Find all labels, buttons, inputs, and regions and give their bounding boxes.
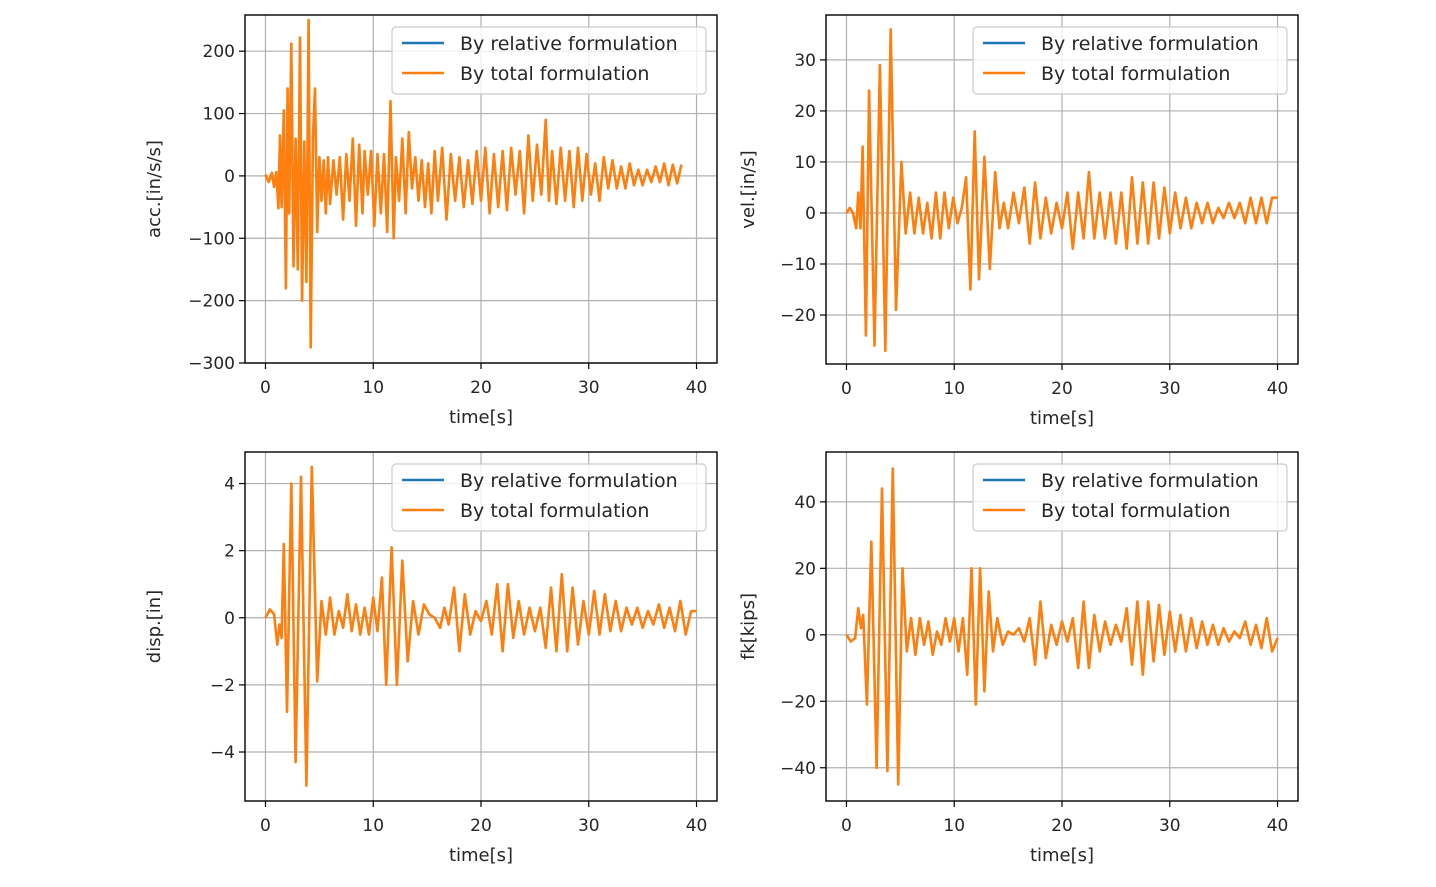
subplot-acc: 0 10 20 30 40 −300 −200 −100 0 100 200 time[s] acc.[…	[144, 14, 718, 428]
y-tick-label: 0	[805, 204, 816, 224]
legend-label: By total formulation	[1041, 63, 1230, 85]
legend-box	[972, 463, 1288, 532]
y-tick-label: 4	[224, 475, 235, 495]
legend-label: By total formulation	[460, 500, 649, 522]
legend-box	[972, 26, 1288, 95]
legend: By relative formulation By total formulat…	[391, 463, 707, 532]
legend-label: By relative formulation	[1041, 33, 1259, 55]
x-axis-label: time[s]	[449, 845, 513, 866]
x-tick-label: 10	[362, 816, 384, 836]
x-axis-label: time[s]	[1030, 845, 1094, 866]
y-tick-label: 0	[224, 167, 235, 187]
legend: By relative formulation By total formulat…	[391, 26, 707, 95]
x-tick-label: 10	[362, 378, 384, 398]
y-tick-label: −100	[188, 229, 235, 249]
series-group-vel	[845, 27, 1278, 353]
x-axis-label: time[s]	[1030, 408, 1094, 429]
legend: By relative formulation By total formulat…	[972, 26, 1288, 95]
legend-label: By relative formulation	[460, 33, 678, 55]
y-tick-label: 2	[224, 542, 235, 562]
y-tick-label: −4	[210, 743, 235, 763]
x-tick-label: 30	[578, 816, 600, 836]
legend-label: By total formulation	[1041, 500, 1230, 522]
legend-box	[391, 463, 707, 532]
y-axis-label: fk[kips]	[738, 593, 759, 660]
x-tick-label: 30	[578, 378, 600, 398]
x-tick-label: 40	[1267, 379, 1289, 399]
y-axis-label: disp.[in]	[144, 590, 165, 663]
x-tick-label: 20	[1051, 816, 1073, 836]
y-tick-label: −20	[780, 692, 816, 712]
x-axis-label: time[s]	[449, 407, 513, 428]
x-tick-label: 20	[470, 816, 492, 836]
y-tick-label: 30	[794, 51, 816, 71]
legend-label: By total formulation	[460, 63, 649, 85]
x-tick-label: 40	[686, 378, 708, 398]
x-tick-label: 40	[686, 816, 708, 836]
x-tick-label: 30	[1159, 816, 1181, 836]
subplot-vel: 0 10 20 30 40 −20 −10 0 10 20 30 time[s] vel.[in/s] B…	[738, 14, 1299, 429]
y-tick-label: 20	[794, 559, 816, 579]
series-group-disp	[264, 465, 697, 787]
y-tick-label: 10	[794, 153, 816, 173]
x-tick-label: 20	[1051, 379, 1073, 399]
x-tick-label: 40	[1267, 816, 1289, 836]
y-tick-label: −40	[780, 759, 816, 779]
legend-label: By relative formulation	[460, 470, 678, 492]
y-tick-label: −200	[188, 292, 235, 312]
x-tick-label: 0	[260, 378, 271, 398]
y-tick-label: 20	[794, 102, 816, 122]
x-tick-label: 30	[1159, 379, 1181, 399]
y-tick-label: −2	[210, 676, 235, 696]
series-line-total	[264, 465, 697, 787]
y-tick-label: 100	[203, 105, 235, 125]
legend-label: By relative formulation	[1041, 470, 1259, 492]
x-tick-label: 0	[260, 816, 271, 836]
x-tick-label: 0	[841, 816, 852, 836]
y-tick-label: 0	[224, 609, 235, 629]
series-line-total	[845, 27, 1278, 353]
series-group-fk	[845, 467, 1279, 786]
y-tick-label: 200	[203, 42, 235, 62]
x-tick-label: 0	[841, 379, 852, 399]
legend: By relative formulation By total formulat…	[972, 463, 1288, 532]
x-tick-label: 10	[943, 379, 965, 399]
y-axis-label: vel.[in/s]	[738, 150, 759, 228]
subplot-disp: 0 10 20 30 40 −4 −2 0 2 4 time[s] disp.[in] By relat…	[144, 451, 718, 866]
subplot-fk: 0 10 20 30 40 −40 −20 0 20 40 time[s] fk[kips] By re…	[738, 451, 1299, 866]
legend-box	[391, 26, 707, 95]
series-group-acc	[264, 18, 683, 349]
y-tick-label: −300	[188, 354, 235, 374]
x-tick-label: 20	[470, 378, 492, 398]
y-tick-label: 40	[794, 493, 816, 513]
y-tick-label: −20	[780, 306, 816, 326]
y-axis-label: acc.[in/s/s]	[144, 140, 165, 238]
y-tick-label: −10	[780, 255, 816, 275]
x-tick-label: 10	[943, 816, 965, 836]
series-line-total	[264, 18, 683, 349]
y-tick-label: 0	[805, 626, 816, 646]
series-line-total	[845, 467, 1279, 786]
